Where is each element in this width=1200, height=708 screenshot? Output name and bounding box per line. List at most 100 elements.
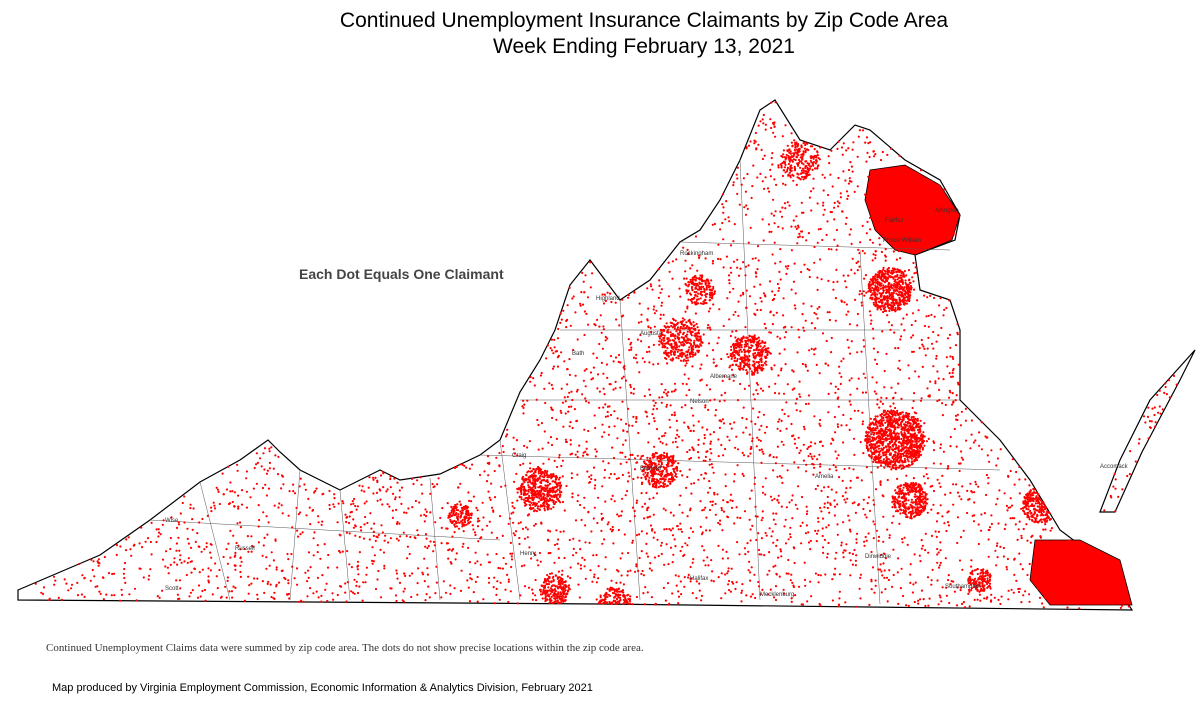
dot — [821, 534, 824, 538]
dot — [898, 522, 901, 525]
dot — [1009, 506, 1012, 509]
dot — [1015, 579, 1018, 583]
dot — [903, 289, 906, 292]
dot — [533, 384, 536, 387]
dot — [760, 448, 763, 451]
dot — [266, 533, 269, 536]
dot — [774, 598, 778, 602]
dot — [887, 222, 890, 225]
dot — [908, 286, 911, 289]
dot — [584, 577, 587, 580]
dot — [893, 413, 896, 416]
dot — [880, 447, 883, 450]
dot — [595, 356, 599, 359]
dot — [787, 572, 790, 575]
dot — [884, 437, 888, 440]
dot — [873, 438, 877, 441]
dot — [949, 435, 952, 439]
dot — [914, 222, 917, 225]
dot — [919, 424, 922, 427]
dot — [954, 414, 958, 417]
dot — [1002, 546, 1006, 550]
dot — [882, 454, 885, 457]
dot — [783, 336, 786, 339]
dot — [437, 477, 440, 480]
dot — [879, 431, 882, 434]
dot — [826, 506, 829, 510]
dot — [886, 465, 890, 468]
dot — [761, 157, 765, 161]
dot — [48, 598, 51, 602]
dot — [526, 528, 529, 531]
dot — [913, 392, 916, 395]
dot — [689, 456, 693, 460]
dot — [884, 280, 887, 283]
dot — [239, 575, 242, 579]
dot — [719, 228, 722, 231]
dot — [1063, 598, 1066, 601]
dot — [395, 508, 398, 511]
dot — [831, 578, 834, 581]
dot — [510, 558, 514, 561]
dot — [900, 243, 903, 247]
dot — [803, 263, 806, 266]
dot — [926, 511, 929, 514]
dot — [794, 402, 797, 405]
dot — [776, 445, 780, 448]
dot — [598, 390, 602, 393]
dot — [482, 598, 485, 601]
dot — [870, 279, 873, 282]
dot — [355, 584, 358, 588]
dot — [793, 304, 796, 307]
dot — [888, 453, 891, 456]
dot — [619, 557, 622, 560]
dot — [571, 496, 574, 499]
dot — [648, 422, 651, 425]
dot — [416, 479, 419, 482]
dot — [908, 418, 911, 421]
dot — [423, 580, 426, 583]
dot — [1007, 598, 1010, 601]
dot — [353, 497, 356, 501]
dot — [879, 284, 883, 287]
dot — [883, 438, 886, 441]
dot — [885, 412, 888, 415]
dot — [673, 382, 677, 385]
dot — [797, 328, 800, 331]
dot — [744, 190, 748, 193]
dot — [1114, 487, 1117, 490]
dot — [563, 360, 566, 363]
dot — [911, 591, 915, 594]
dot — [867, 431, 870, 434]
dot — [926, 387, 929, 390]
dot — [660, 401, 663, 404]
dot — [956, 516, 960, 519]
dot — [457, 527, 461, 530]
dot — [910, 454, 913, 457]
dot — [328, 489, 331, 493]
dot — [923, 482, 927, 485]
dot — [893, 242, 897, 245]
dot — [502, 556, 505, 560]
dot — [781, 206, 784, 209]
dot — [842, 556, 845, 559]
dot — [956, 491, 960, 494]
dot — [865, 431, 868, 434]
dot — [98, 590, 101, 593]
dot — [601, 293, 604, 296]
dot — [704, 472, 707, 475]
dot — [697, 456, 701, 459]
dot — [549, 530, 552, 533]
dot — [606, 376, 609, 379]
dot — [830, 351, 833, 354]
dot — [83, 577, 86, 580]
dot — [111, 572, 114, 576]
dot — [394, 594, 398, 597]
dot — [317, 515, 320, 518]
dot — [936, 512, 939, 515]
dot — [956, 413, 960, 416]
dot — [876, 274, 879, 277]
dot — [523, 585, 527, 588]
dot — [374, 539, 377, 543]
dot — [933, 315, 936, 318]
